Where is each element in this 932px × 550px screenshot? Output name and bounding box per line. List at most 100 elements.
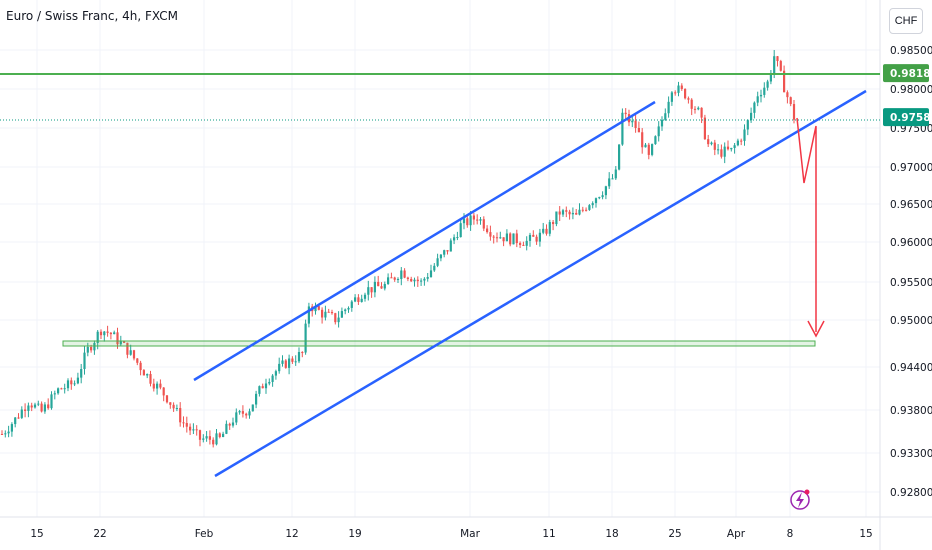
candle-body (324, 311, 327, 318)
candle-body (321, 309, 324, 318)
candle-body (297, 352, 301, 362)
candle-body (192, 429, 195, 431)
candle-body (707, 139, 710, 145)
candle-body (700, 107, 703, 118)
candle-body (634, 120, 637, 129)
candle-body (558, 211, 561, 215)
candle-body (611, 178, 614, 180)
candle-body (113, 332, 116, 335)
time-tick-label: Apr (727, 528, 746, 540)
price-tick-label: 0.93300 (890, 448, 932, 460)
candle-body (489, 232, 492, 237)
candle-body (165, 395, 169, 403)
candle-body (198, 430, 202, 440)
candle-body (400, 270, 403, 279)
candle-body (222, 433, 225, 438)
price-tag-badge (883, 108, 929, 127)
candle-body (743, 129, 746, 141)
candle-body (416, 279, 419, 282)
candle-body (340, 311, 343, 318)
candle-body (390, 277, 393, 279)
candle-body (403, 270, 406, 278)
time-tick-label: Feb (195, 528, 214, 540)
candle-body (327, 311, 330, 313)
candle-body (406, 277, 409, 279)
candle-body (156, 383, 159, 389)
candle-body (598, 197, 601, 199)
lightning-icon-dot (804, 489, 810, 495)
candle-body (90, 346, 93, 351)
time-tick-label: 15 (30, 528, 43, 540)
candle-body (169, 402, 172, 405)
candle-body (278, 363, 281, 372)
candle-body (172, 404, 175, 409)
candle-body (532, 234, 535, 237)
candle-body (674, 92, 677, 94)
candle-body (717, 149, 720, 151)
candle-body (63, 388, 66, 390)
candle-body (119, 341, 122, 345)
lightning-icon[interactable] (790, 489, 810, 510)
candle-body (779, 61, 782, 71)
candle-body (413, 279, 416, 282)
candle-body (10, 424, 13, 432)
time-axis[interactable]: 15 22 Feb 12 19 Mar 11 18 25 Apr 8 15 (30, 528, 872, 540)
candle-body (136, 358, 139, 363)
candle-body (637, 128, 640, 133)
candle-body (225, 423, 228, 434)
price-axis[interactable]: 0.985000.980000.975000.970000.965000.960… (890, 45, 932, 499)
candle-body (469, 215, 472, 226)
price-tags: 0.98184 0.97582 (883, 64, 932, 127)
candle-body (618, 144, 621, 170)
candle-body (522, 244, 525, 246)
price-tag-label: 0.97582 (890, 112, 932, 124)
candle-body (588, 205, 591, 210)
candle-body (360, 298, 363, 302)
candle-body (565, 210, 568, 212)
candle-body (726, 146, 730, 150)
candle-body (123, 341, 126, 343)
candle-body (502, 237, 505, 242)
currency-button[interactable]: CHF (889, 8, 923, 34)
candle-body (429, 270, 433, 278)
candle-body (37, 403, 40, 405)
candle-body (756, 96, 759, 103)
candle-body (274, 371, 277, 376)
candle-body (664, 113, 667, 120)
candle-body (330, 311, 334, 314)
candle-body (601, 195, 604, 198)
candle-body (189, 426, 192, 431)
candle-body (769, 73, 772, 82)
candle-body (334, 313, 337, 323)
candle-body (730, 147, 733, 150)
candle-body (248, 411, 251, 416)
candle-body (350, 301, 353, 308)
candle-body (218, 433, 221, 438)
candle-body (281, 360, 284, 364)
candle-body (651, 144, 654, 155)
candle-body (129, 350, 132, 355)
candle-body (515, 233, 518, 244)
candle-body (57, 388, 60, 394)
candle-body (354, 297, 357, 302)
time-tick-label: 25 (668, 528, 681, 540)
price-tick-label: 0.96500 (890, 199, 932, 211)
candle-body (228, 423, 231, 426)
candle-body (561, 210, 565, 215)
candle-body (106, 331, 109, 333)
candlesticks (0, 49, 796, 448)
candle-body (30, 405, 33, 408)
candle-body (185, 423, 188, 427)
candle-body (238, 411, 241, 413)
candle-body (301, 352, 304, 354)
candle-body (789, 97, 792, 105)
candle-body (363, 294, 367, 299)
candle-body (33, 404, 37, 408)
price-tick-label: 0.92800 (890, 487, 932, 499)
candle-body (624, 112, 627, 115)
price-tick-label: 0.94400 (890, 362, 932, 374)
candle-body (723, 146, 726, 157)
candle-body (733, 145, 736, 148)
